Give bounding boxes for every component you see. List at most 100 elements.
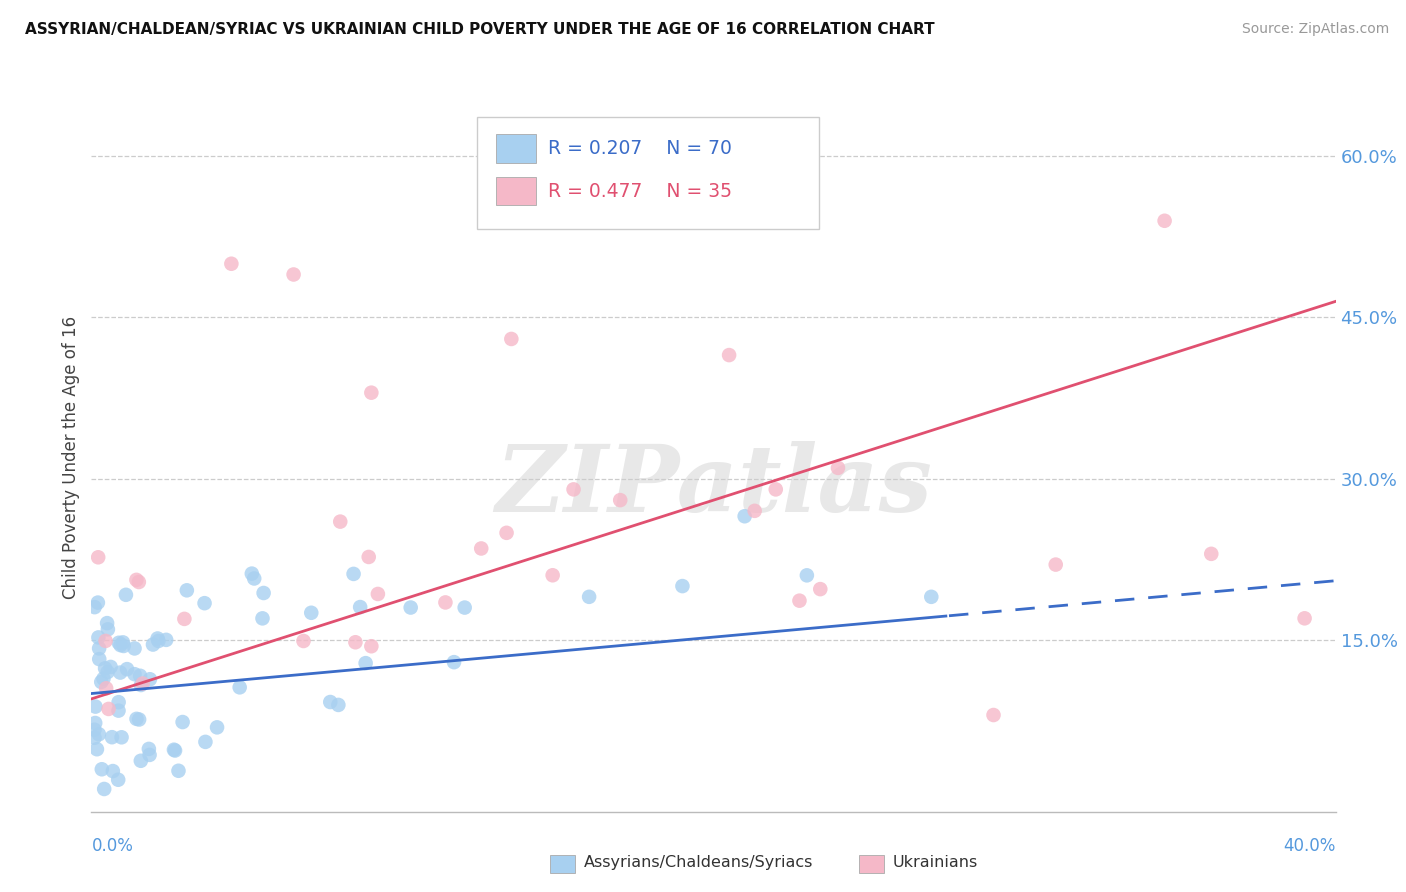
Point [110, 638, 132, 652]
Point [173, 612, 195, 626]
Point [90, 675, 112, 690]
Point [789, 593, 811, 607]
Point [292, 634, 315, 648]
Point [453, 600, 475, 615]
Point [87, 596, 110, 610]
Text: 0.0%: 0.0% [91, 837, 134, 855]
Point [205, 720, 228, 734]
Point [329, 515, 352, 529]
Point [131, 676, 153, 690]
Point [1045, 558, 1067, 572]
Point [107, 704, 129, 718]
Point [138, 747, 160, 762]
Point [89, 652, 111, 666]
Point [163, 743, 186, 757]
Point [609, 493, 631, 508]
Point [495, 525, 517, 540]
Text: R = 0.477    N = 35: R = 0.477 N = 35 [548, 182, 733, 201]
Point [744, 504, 766, 518]
Point [443, 655, 465, 669]
Text: R = 0.207    N = 70: R = 0.207 N = 70 [548, 139, 733, 158]
FancyBboxPatch shape [477, 117, 820, 229]
Point [354, 656, 377, 670]
Point [110, 665, 132, 680]
Text: ASSYRIAN/CHALDEAN/SYRIAC VS UKRAINIAN CHILD POVERTY UNDER THE AGE OF 16 CORRELAT: ASSYRIAN/CHALDEAN/SYRIAC VS UKRAINIAN CH… [25, 22, 935, 37]
Point [827, 461, 849, 475]
Point [360, 385, 382, 400]
Point [139, 672, 162, 686]
Y-axis label: Child Poverty Under the Age of 16: Child Poverty Under the Age of 16 [62, 316, 80, 599]
Point [83, 723, 105, 737]
Point [128, 574, 150, 589]
Point [87, 631, 110, 645]
Point [97, 665, 120, 679]
Point [93, 782, 115, 797]
Point [243, 572, 266, 586]
Point [1294, 611, 1316, 625]
Point [142, 638, 165, 652]
Point [808, 582, 831, 596]
Text: Ukrainians: Ukrainians [893, 855, 979, 870]
Point [344, 635, 367, 649]
Point [1201, 547, 1223, 561]
Point [83, 600, 105, 615]
Point [342, 566, 364, 581]
Point [765, 483, 787, 497]
Point [87, 641, 110, 656]
Point [501, 332, 523, 346]
Point [240, 566, 263, 581]
Point [125, 573, 148, 587]
Point [155, 632, 177, 647]
Point [718, 348, 741, 362]
Point [328, 698, 350, 712]
Point [194, 735, 217, 749]
Point [470, 541, 492, 556]
Point [124, 667, 146, 681]
Point [96, 681, 118, 696]
Point [138, 742, 160, 756]
Point [97, 623, 120, 637]
Point [96, 616, 118, 631]
Point [349, 600, 371, 615]
Point [562, 483, 585, 497]
Text: Assyrians/Chaldeans/Syriacs: Assyrians/Chaldeans/Syriacs [583, 855, 813, 870]
Point [434, 595, 457, 609]
Point [357, 549, 380, 564]
Point [283, 268, 305, 282]
Point [228, 681, 250, 695]
Point [108, 636, 131, 650]
Point [83, 731, 105, 745]
Point [84, 699, 107, 714]
Point [360, 639, 382, 653]
Point [129, 669, 152, 683]
Point [100, 660, 122, 674]
Text: Source: ZipAtlas.com: Source: ZipAtlas.com [1241, 22, 1389, 37]
Bar [496, 135, 536, 163]
Point [94, 661, 117, 675]
Point [983, 708, 1005, 723]
Point [93, 672, 115, 686]
Point [163, 742, 186, 756]
Point [1153, 213, 1175, 227]
Point [129, 754, 152, 768]
Point [193, 596, 215, 610]
Point [367, 587, 389, 601]
Point [107, 772, 129, 787]
Point [734, 509, 756, 524]
Point [252, 611, 274, 625]
Text: 40.0%: 40.0% [1284, 837, 1336, 855]
Point [125, 712, 148, 726]
Point [148, 634, 170, 648]
Point [252, 586, 274, 600]
Point [90, 762, 112, 776]
Point [107, 695, 129, 709]
Point [167, 764, 190, 778]
Point [146, 632, 169, 646]
Point [112, 639, 135, 653]
Point [124, 641, 146, 656]
Point [176, 583, 198, 598]
Point [128, 713, 150, 727]
Point [110, 731, 132, 745]
Point [541, 568, 564, 582]
Point [221, 257, 243, 271]
